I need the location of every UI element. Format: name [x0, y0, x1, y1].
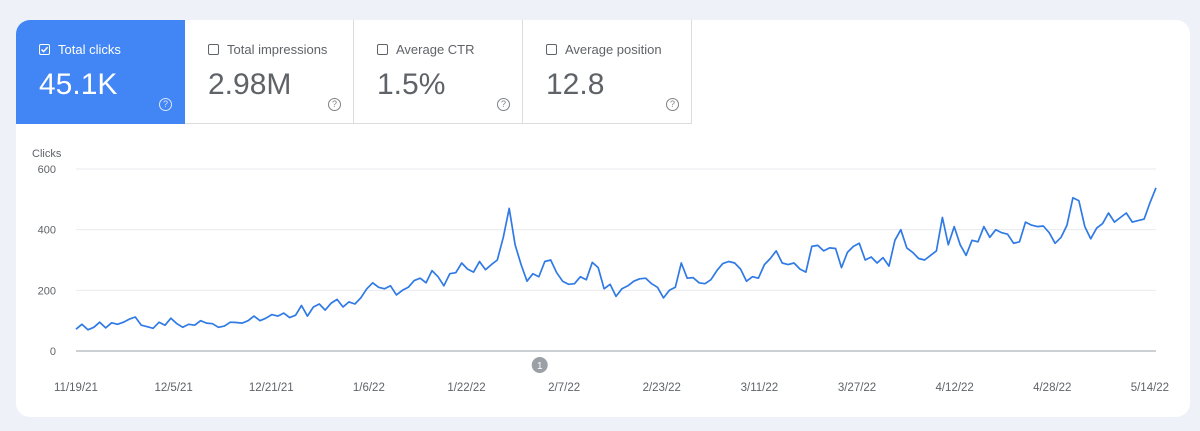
checkbox-icon[interactable] [39, 44, 50, 55]
annotation-label: 1 [537, 361, 543, 372]
annotation-group: 1 [531, 357, 548, 373]
x-tick-label: 11/19/21 [54, 382, 98, 394]
metric-tile-average-ctr[interactable]: Average CTR 1.5% ? [354, 20, 523, 124]
x-tick-label: 1/22/22 [447, 382, 485, 394]
series-group [75, 187, 1157, 331]
x-tick-label: 4/28/22 [1033, 382, 1071, 394]
metric-value: 2.98M [208, 68, 292, 101]
metric-tiles: Total clicks 45.1K ? Total impressions 2… [16, 20, 692, 124]
metric-tile-average-position[interactable]: Average position 12.8 ? [523, 20, 692, 124]
checkbox-icon[interactable] [208, 44, 219, 55]
x-tick-label: 12/5/21 [154, 382, 192, 394]
x-tick-labels: 11/19/21 12/5/21 12/21/21 1/6/22 1/22/22 2/7/… [54, 382, 1169, 394]
y-tick-label: 200 [38, 285, 56, 297]
help-icon[interactable]: ? [159, 98, 172, 111]
help-icon[interactable]: ? [497, 98, 510, 111]
performance-card: Total clicks 45.1K ? Total impressions 2… [16, 20, 1190, 417]
checkbox-icon[interactable] [377, 44, 388, 55]
metric-label: Average CTR [396, 42, 475, 57]
annotation-marker[interactable] [531, 357, 548, 373]
x-tick-label: 2/23/22 [643, 382, 681, 394]
y-tick-label: 600 [38, 164, 56, 176]
clicks-series-line[interactable] [75, 187, 1157, 331]
x-tick-label: 1/6/22 [353, 382, 385, 394]
x-tick-label: 3/11/22 [741, 382, 779, 394]
x-tick-label: 4/12/22 [935, 382, 973, 394]
metric-tile-total-clicks[interactable]: Total clicks 45.1K ? [16, 20, 185, 124]
metric-value: 1.5% [377, 68, 446, 101]
metric-label: Total impressions [227, 42, 328, 57]
help-icon[interactable]: ? [666, 98, 679, 111]
checkbox-icon[interactable] [546, 44, 557, 55]
metric-label: Average position [565, 42, 662, 57]
y-tick-label: 400 [38, 225, 56, 237]
y-axis-title: Clicks [32, 148, 62, 160]
help-icon[interactable]: ? [328, 98, 341, 111]
x-tick-label: 2/7/22 [548, 382, 580, 394]
metric-label: Total clicks [58, 42, 121, 57]
x-tick-label: 3/27/22 [838, 382, 876, 394]
metric-value: 12.8 [546, 68, 605, 101]
x-tick-label: 12/21/21 [249, 382, 294, 394]
metric-tile-total-impressions[interactable]: Total impressions 2.98M ? [185, 20, 354, 124]
gridlines [76, 168, 1156, 352]
y-tick-labels: 0 200 400 600 [38, 164, 56, 358]
y-tick-label: 0 [50, 346, 56, 358]
metric-value: 45.1K [39, 68, 118, 101]
clicks-line-chart[interactable]: Clicks 0 200 400 600 11/19/21 12/5/21 12/21/2… [16, 20, 1190, 417]
x-tick-label: 5/14/22 [1131, 382, 1169, 394]
